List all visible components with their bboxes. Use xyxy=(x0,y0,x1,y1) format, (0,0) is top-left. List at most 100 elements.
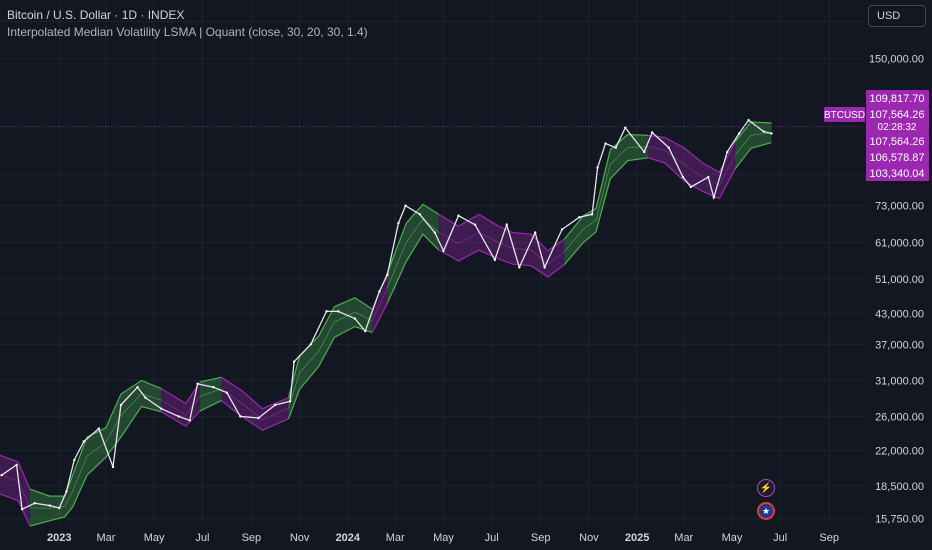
chart-header: Bitcoin / U.S. Dollar · 1D · INDEX Inter… xyxy=(7,7,368,40)
price-point xyxy=(82,440,85,443)
x-tick-label: Nov xyxy=(579,532,599,544)
x-tick-label: Sep xyxy=(242,532,262,544)
price-point xyxy=(473,223,477,226)
price-point xyxy=(15,463,18,467)
x-tick-label: May xyxy=(144,532,165,544)
price-point xyxy=(288,400,292,403)
price-point xyxy=(560,228,564,231)
price-point xyxy=(689,185,693,189)
price-point xyxy=(0,473,3,477)
price-point xyxy=(397,222,400,225)
price-label-bg xyxy=(866,165,929,181)
price-point xyxy=(518,266,521,269)
x-tick-label: Sep xyxy=(819,532,839,544)
indicator-legend[interactable]: Interpolated Median Volatility LSMA | Oq… xyxy=(7,25,368,39)
price-point xyxy=(97,427,101,430)
price-label-bg xyxy=(866,90,929,106)
price-point xyxy=(273,403,277,407)
price-label: 103,340.04 xyxy=(869,168,924,180)
price-point xyxy=(726,150,729,154)
price-point xyxy=(73,458,76,462)
price-label-bg xyxy=(866,106,929,133)
price-point xyxy=(353,317,357,320)
y-tick-label: 15,750.00 xyxy=(875,514,924,526)
price-point xyxy=(58,506,61,510)
price-point xyxy=(386,273,389,277)
band-lower-line xyxy=(438,249,565,278)
price-point xyxy=(543,266,546,269)
price-point xyxy=(364,329,367,333)
x-tick-label: May xyxy=(433,532,454,544)
price-point xyxy=(20,508,24,511)
price-point xyxy=(590,213,594,216)
price-point xyxy=(442,249,445,253)
bolt-icon[interactable]: ⚡ xyxy=(757,479,775,497)
price-point xyxy=(65,490,68,493)
price-point xyxy=(404,204,407,207)
y-tick-label: 37,000.00 xyxy=(875,339,924,351)
band-up xyxy=(564,134,649,265)
currency-button[interactable]: USD xyxy=(868,5,926,27)
price-label: 109,817.70 xyxy=(869,93,924,105)
price-point xyxy=(681,175,685,179)
y-tick-label: 31,000.00 xyxy=(875,376,924,388)
countdown-label: 02:28:32 xyxy=(878,122,917,133)
price-label: 107,564.26 xyxy=(869,136,924,148)
band-mid-line xyxy=(199,388,222,397)
band-upper-line xyxy=(220,376,289,410)
price-point xyxy=(650,131,654,134)
x-tick-label: Jul xyxy=(773,532,787,544)
band-upper-line xyxy=(29,379,162,497)
band-upper-line xyxy=(160,381,201,405)
price-point xyxy=(378,290,381,293)
price-point xyxy=(48,504,52,507)
price-point xyxy=(111,465,115,469)
band-down xyxy=(438,214,565,277)
y-tick-label: 26,000.00 xyxy=(875,411,924,423)
band-lower-line xyxy=(287,325,373,420)
price-point xyxy=(747,118,750,122)
band-upper-line xyxy=(386,203,440,274)
us-flag-icon[interactable]: ★ xyxy=(757,502,775,520)
x-tick-label: Jul xyxy=(195,532,209,544)
price-point xyxy=(737,132,741,135)
band-upper-line xyxy=(199,376,222,383)
x-tick-label: Mar xyxy=(674,532,693,544)
price-point xyxy=(712,196,716,199)
band-mid-line xyxy=(371,287,388,321)
band-up xyxy=(387,204,439,304)
y-tick-label: 73,000.00 xyxy=(875,201,924,213)
band-upper-line xyxy=(287,297,373,398)
band-mid-line xyxy=(288,311,373,409)
price-point xyxy=(136,386,139,389)
price-point xyxy=(707,175,710,179)
price-point xyxy=(212,386,215,389)
y-tick-label: 150,000.00 xyxy=(869,54,924,66)
price-point xyxy=(578,216,581,219)
price-point xyxy=(309,343,312,346)
price-point xyxy=(188,419,191,422)
band-upper-line xyxy=(648,134,736,174)
band-up xyxy=(30,380,162,526)
x-tick-label: Sep xyxy=(531,532,551,544)
x-tick-label: May xyxy=(722,532,743,544)
x-tick-label: Mar xyxy=(96,532,115,544)
band-lower-line xyxy=(160,410,201,427)
price-label-bg xyxy=(866,149,929,165)
price-point xyxy=(505,223,508,226)
y-tick-label: 51,000.00 xyxy=(875,274,924,286)
band-mid-line xyxy=(161,396,201,416)
band-down xyxy=(372,273,388,333)
price-point xyxy=(596,166,599,169)
band-mid-line xyxy=(386,218,439,289)
band-lower-line xyxy=(734,141,772,170)
x-tick-label: 2023 xyxy=(47,532,71,544)
band-mid-line xyxy=(564,146,649,253)
symbol-title[interactable]: Bitcoin / U.S. Dollar · 1D · INDEX xyxy=(7,8,185,22)
price-point xyxy=(292,360,296,363)
symbol-tag: BTCUSD xyxy=(824,110,865,121)
band-lower-line xyxy=(220,400,289,431)
band-mid-line xyxy=(648,146,736,186)
price-point xyxy=(196,382,199,386)
